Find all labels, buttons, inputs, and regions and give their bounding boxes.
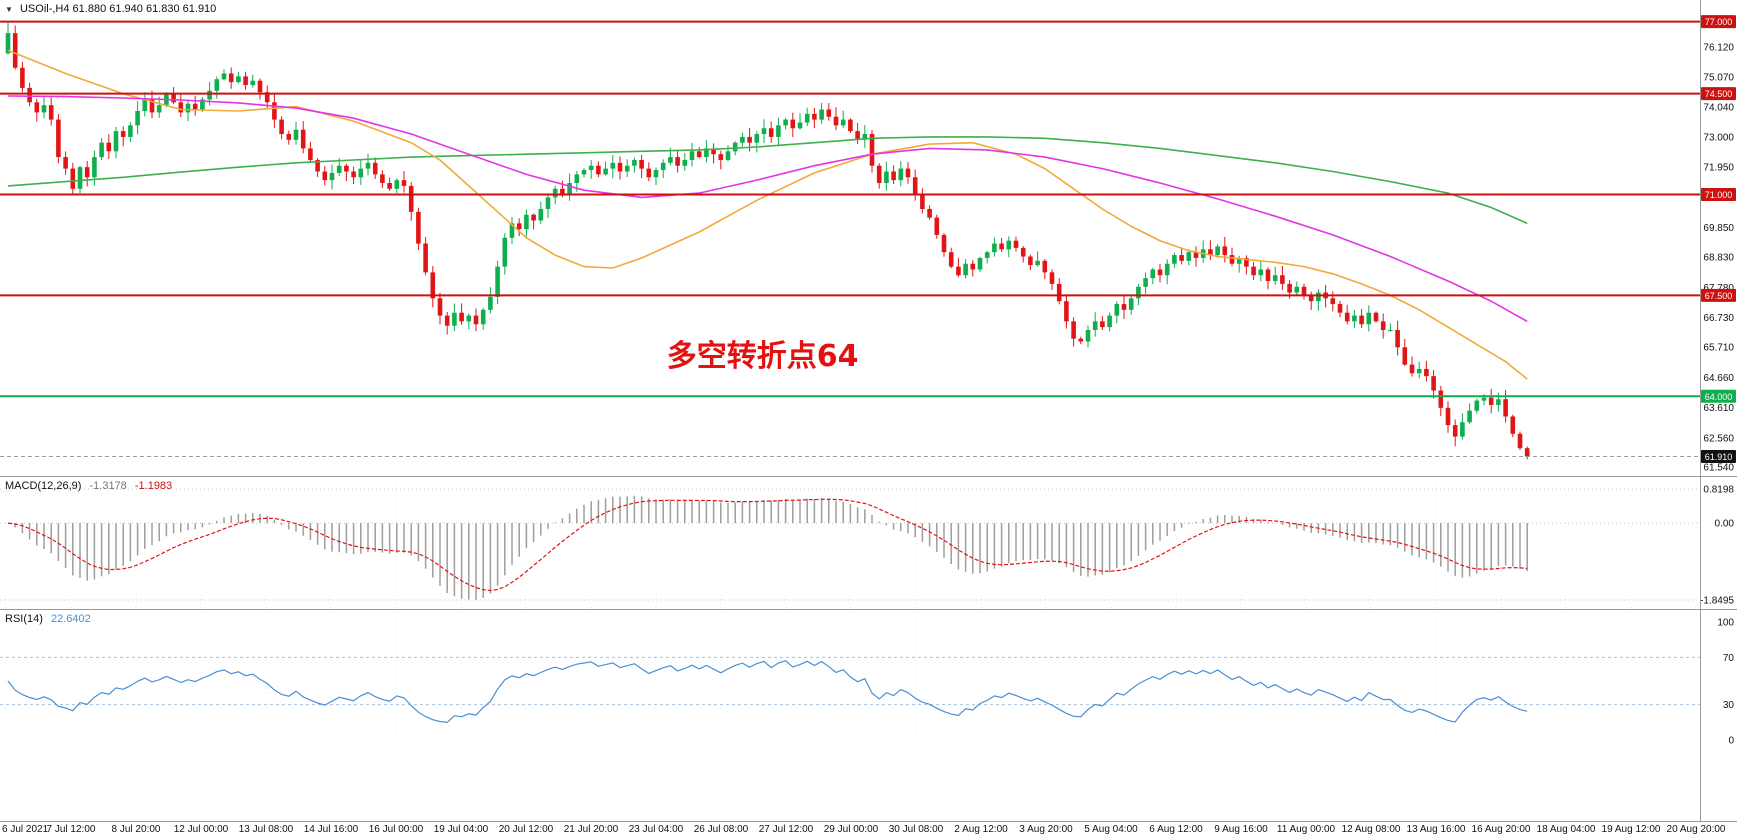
time-label: 18 Aug 04:00 (1536, 824, 1596, 835)
svg-text:30: 30 (1723, 700, 1735, 711)
time-label: 5 Aug 04:00 (1084, 824, 1138, 835)
price-tick-label: 64.660 (1703, 373, 1734, 384)
time-label: 8 Jul 20:00 (111, 824, 161, 835)
svg-text:0.00: 0.00 (1715, 519, 1735, 530)
svg-text:70: 70 (1723, 653, 1735, 664)
symbol-ohlc-text: USOil-,H4 61.880 61.940 61.830 61.910 (19, 3, 217, 15)
svg-text:77.000: 77.000 (1705, 17, 1733, 27)
time-label: 20 Aug 20:00 (1666, 824, 1726, 835)
svg-text:71.000: 71.000 (1705, 190, 1733, 200)
time-label: 23 Jul 04:00 (628, 824, 684, 835)
price-tick-label: 71.950 (1703, 163, 1734, 174)
time-label: 11 Aug 00:00 (1276, 824, 1336, 835)
rsi-panel-canvas[interactable]: 100 70 30 0 (0, 610, 1737, 822)
price-chart-canvas[interactable]: 76.120 75.070 74.040 73.000 71.950 69.850 68.8… (0, 0, 1737, 477)
time-label: 27 Jul 12:00 (758, 824, 814, 835)
time-label: 26 Jul 08:00 (693, 824, 749, 835)
svg-text:0: 0 (1728, 736, 1734, 747)
macd-signal-line (7, 498, 1528, 592)
price-tick-label: 69.850 (1703, 223, 1734, 234)
time-label: 7 Jul 12:00 (46, 824, 96, 835)
time-label: 13 Jul 08:00 (238, 824, 294, 835)
time-label: 12 Jul 00:00 (173, 824, 229, 835)
time-label: 9 Aug 16:00 (1214, 824, 1268, 835)
time-label: 13 Aug 16:00 (1406, 824, 1466, 835)
price-line-badge (1701, 15, 1736, 29)
ma-line-fast-orange (7, 49, 1528, 380)
price-line-badge (1701, 87, 1736, 101)
price-tick-label: 61.540 (1703, 463, 1734, 474)
rsi-header: RSI(14) 22.6402 (5, 613, 91, 625)
svg-text:67.500: 67.500 (1705, 291, 1733, 301)
price-tick-label: 67.780 (1703, 283, 1734, 294)
price-tick-label: 76.120 (1703, 42, 1734, 53)
macd-histogram (14, 495, 1528, 600)
candles (5, 21, 1530, 460)
time-label: 2 Aug 12:00 (954, 824, 1008, 835)
price-tick-label: 74.040 (1703, 102, 1734, 113)
price-tick-label: 62.560 (1703, 433, 1734, 444)
price-tick-label: 68.830 (1703, 253, 1734, 264)
time-label: 29 Jul 00:00 (823, 824, 879, 835)
ma-line-mid-magenta (7, 95, 1528, 323)
annotation-text[interactable]: 多空转折点64 (666, 338, 859, 374)
time-label: 16 Aug 20:00 (1471, 824, 1531, 835)
price-tick-label: 75.070 (1703, 73, 1734, 84)
time-label: 14 Jul 16:00 (303, 824, 359, 835)
time-label: 6 Aug 12:00 (1149, 824, 1203, 835)
price-tick-label: 65.710 (1703, 343, 1734, 354)
price-line-badge (1701, 288, 1736, 302)
price-line-badge (1701, 389, 1736, 403)
price-line-badge (1701, 188, 1736, 202)
svg-text:74.500: 74.500 (1705, 89, 1733, 99)
time-label: 30 Jul 08:00 (888, 824, 944, 835)
symbol-dropdown-icon[interactable]: ▼ (5, 5, 13, 14)
macd-label: MACD(12,26,9) (5, 480, 82, 492)
svg-text:64.000: 64.000 (1705, 392, 1733, 402)
time-label: 6 Jul 2021 (2, 824, 49, 835)
rsi-value: 22.6402 (50, 613, 91, 625)
price-tick-label: 66.730 (1703, 313, 1734, 324)
price-tick-label: 73.000 (1703, 132, 1734, 143)
macd-header: MACD(12,26,9) -1.3178 -1.1983 (5, 480, 172, 492)
macd-panel-canvas[interactable]: 0.8198 0.00 -1.8495 (0, 477, 1737, 610)
macd-main-value: -1.3178 (89, 480, 127, 492)
time-label: 20 Jul 12:00 (498, 824, 554, 835)
time-axis: 6 Jul 2021 7 Jul 12:00 8 Jul 20:00 12 Jul 0… (0, 822, 1737, 838)
time-label: 16 Jul 00:00 (368, 824, 424, 835)
time-label: 19 Aug 12:00 (1601, 824, 1661, 835)
svg-text:0.8198: 0.8198 (1703, 485, 1734, 496)
rsi-label: RSI(14) (5, 613, 43, 625)
time-label: 19 Jul 04:00 (433, 824, 489, 835)
svg-text:-1.8495: -1.8495 (1700, 596, 1734, 607)
price-line-badge (1701, 450, 1736, 464)
chart-ohlc-header: ▼ USOil-,H4 61.880 61.940 61.830 61.910 (5, 3, 216, 15)
macd-signal-value: -1.1983 (134, 480, 173, 492)
time-label: 3 Aug 20:00 (1019, 824, 1073, 835)
ma-line-slow-green (7, 136, 1528, 225)
price-tick-label: 63.610 (1703, 403, 1734, 414)
time-label: 21 Jul 20:00 (563, 824, 619, 835)
svg-text:61.910: 61.910 (1705, 452, 1733, 462)
svg-text:100: 100 (1717, 618, 1734, 629)
time-label: 12 Aug 08:00 (1341, 824, 1401, 835)
rsi-line (7, 660, 1528, 724)
